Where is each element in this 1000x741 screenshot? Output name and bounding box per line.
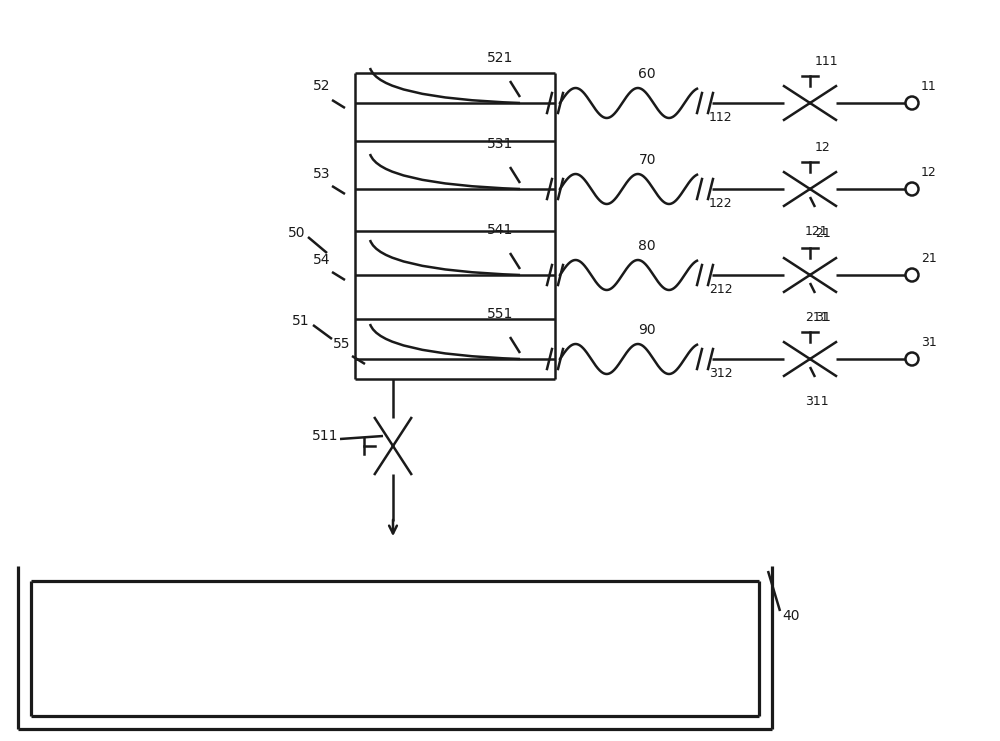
Text: 50: 50 xyxy=(288,226,305,240)
Text: 70: 70 xyxy=(638,153,656,167)
Text: 121: 121 xyxy=(805,225,829,238)
Text: 112: 112 xyxy=(709,111,733,124)
Text: 21: 21 xyxy=(815,227,831,240)
Text: 122: 122 xyxy=(709,197,733,210)
Text: 541: 541 xyxy=(487,223,513,237)
Text: 80: 80 xyxy=(638,239,656,253)
Text: 521: 521 xyxy=(487,51,513,65)
Text: 211: 211 xyxy=(805,311,829,324)
Text: 51: 51 xyxy=(292,314,310,328)
Text: 12: 12 xyxy=(921,166,937,179)
Text: 40: 40 xyxy=(782,609,800,623)
Text: 312: 312 xyxy=(709,367,733,380)
Text: 52: 52 xyxy=(312,79,330,93)
Text: 60: 60 xyxy=(638,67,656,81)
Text: 53: 53 xyxy=(312,167,330,181)
Text: 311: 311 xyxy=(805,395,829,408)
Text: 55: 55 xyxy=(332,337,350,351)
Text: 12: 12 xyxy=(815,141,831,154)
Text: 11: 11 xyxy=(921,80,937,93)
Text: 31: 31 xyxy=(815,311,831,324)
Text: 212: 212 xyxy=(709,283,733,296)
Text: 21: 21 xyxy=(921,252,937,265)
Text: 511: 511 xyxy=(312,429,338,443)
Text: 90: 90 xyxy=(638,323,656,337)
Text: 31: 31 xyxy=(921,336,937,349)
Text: 111: 111 xyxy=(815,55,839,68)
Text: 54: 54 xyxy=(312,253,330,267)
Text: 551: 551 xyxy=(487,307,513,321)
Text: 531: 531 xyxy=(487,137,513,151)
